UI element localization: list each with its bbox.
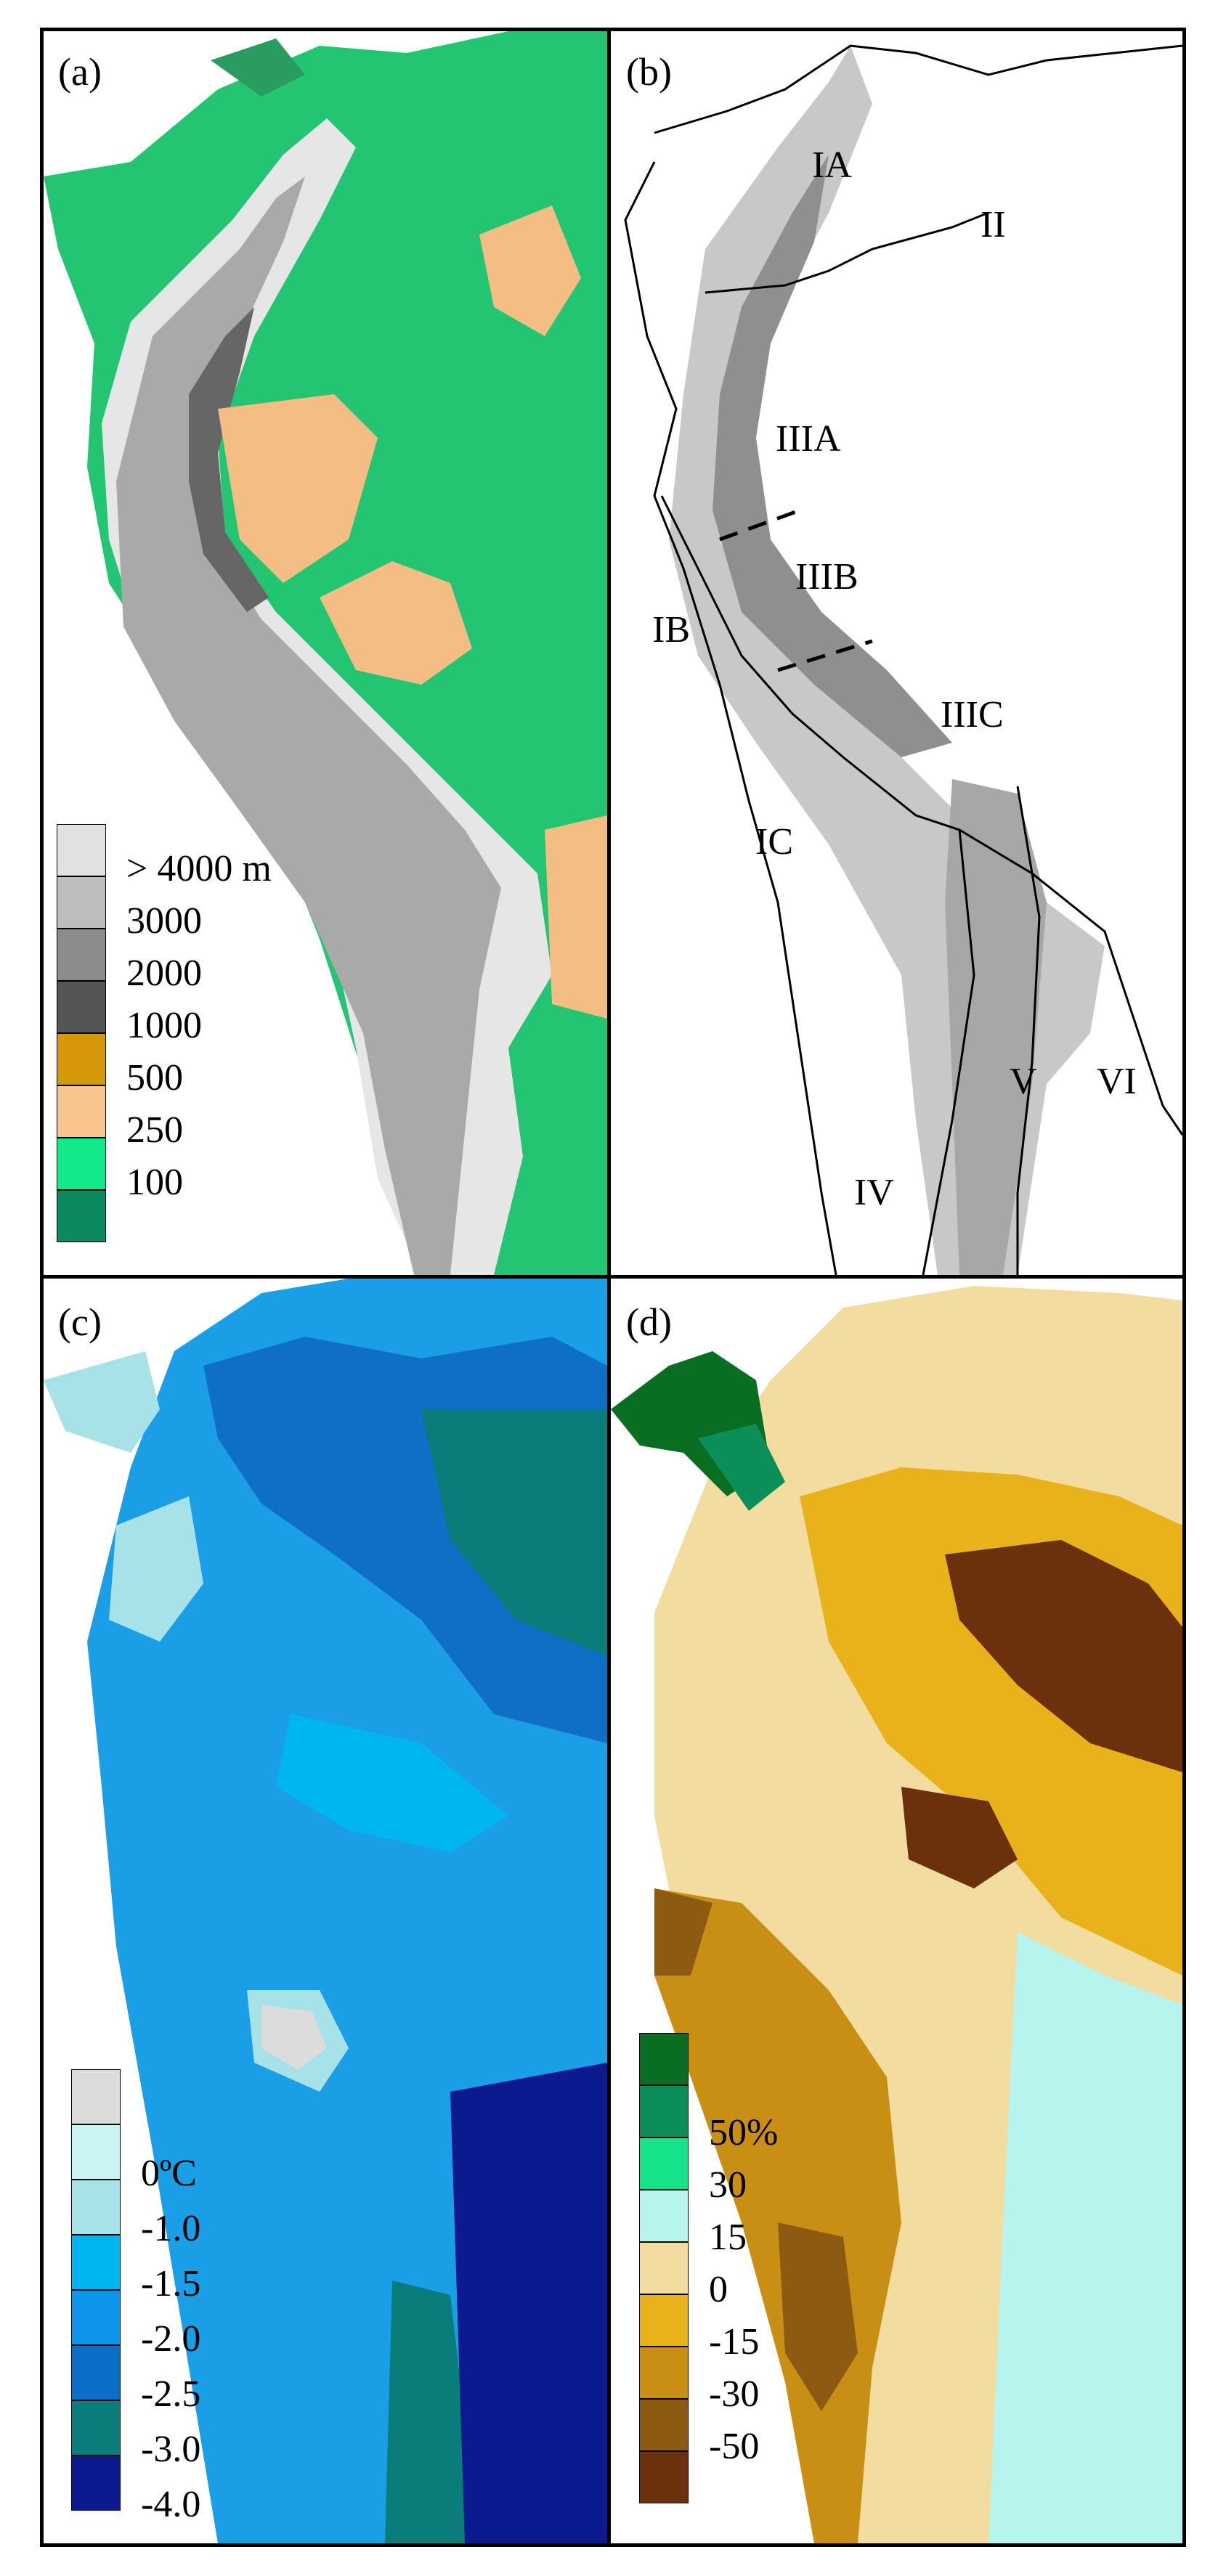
legend-label: -2.5 xyxy=(141,2373,201,2415)
legend-label: -1.0 xyxy=(141,2207,201,2249)
legend-swatch xyxy=(57,1190,106,1242)
legend-swatch xyxy=(57,981,106,1033)
legend-swatch xyxy=(57,1138,106,1190)
legend-swatch xyxy=(639,2451,689,2503)
legend-label: 2000 xyxy=(126,953,202,994)
legend-swatch xyxy=(71,2124,121,2180)
legend-swatch xyxy=(57,876,106,929)
legend-label: -1.5 xyxy=(141,2262,201,2304)
elevation-map xyxy=(44,31,607,1275)
panel-a-label: (a) xyxy=(58,50,102,94)
region-label-VI: VI xyxy=(1097,1061,1137,1102)
region-label-IC: IC xyxy=(755,821,793,863)
region-label-V: V xyxy=(1010,1061,1037,1102)
legend-label: 500 xyxy=(126,1057,183,1099)
legend-label: 30 xyxy=(709,2164,747,2206)
legend-label: -2.0 xyxy=(141,2318,201,2360)
region-label-IA: IA xyxy=(812,144,852,186)
legend-label: 15 xyxy=(709,2216,747,2258)
legend-label: -3.0 xyxy=(141,2428,201,2470)
legend-swatch xyxy=(57,1033,106,1085)
legend-label: 0ºC xyxy=(141,2152,197,2194)
legend-label: 0 xyxy=(709,2268,728,2310)
legend-label: -4.0 xyxy=(141,2483,201,2525)
panel-d-label: (d) xyxy=(626,1300,672,1344)
legend-label: -50 xyxy=(709,2425,760,2467)
legend-label: 100 xyxy=(126,1162,183,1203)
panel-c-label: (c) xyxy=(58,1300,102,1344)
legend-label: 250 xyxy=(126,1109,183,1151)
region-label-IIIB: IIIB xyxy=(795,556,858,598)
legend-swatch xyxy=(57,929,106,981)
legend-swatch xyxy=(71,2069,121,2124)
legend-label: 1000 xyxy=(126,1005,202,1046)
legend-swatch xyxy=(71,2400,121,2455)
legend-label: > 4000 m xyxy=(126,848,272,889)
legend-swatch xyxy=(639,2190,689,2242)
legend-label: 3000 xyxy=(126,900,202,942)
temperature-legend: 0ºC -1.0 -1.5 -2.0 -2.5 -3.0 -4.0 xyxy=(71,2069,318,2523)
panel-c-temperature-map xyxy=(44,1279,607,2543)
region-label-IB: IB xyxy=(652,609,690,651)
legend-swatch xyxy=(71,2235,121,2290)
legend-label: 50% xyxy=(709,2111,779,2153)
region-label-IIIA: IIIA xyxy=(776,418,841,460)
panel-b-label: (b) xyxy=(626,50,672,94)
legend-swatch xyxy=(57,1085,106,1138)
vertical-divider xyxy=(607,28,611,2547)
legend-swatch xyxy=(639,2399,689,2451)
regions-map xyxy=(611,31,1182,1275)
legend-swatch xyxy=(57,824,106,876)
horizontal-divider xyxy=(40,1275,1186,1279)
precipitation-legend: 50% 30 15 0 -15 -30 -50 xyxy=(639,2033,886,2512)
legend-swatch xyxy=(71,2180,121,2235)
legend-swatch xyxy=(639,2085,689,2137)
region-label-IIIC: IIIC xyxy=(941,694,1004,735)
legend-swatch xyxy=(639,2137,689,2190)
legend-swatch xyxy=(639,2242,689,2294)
panel-b-regions-map xyxy=(611,31,1182,1275)
elevation-legend: > 4000 m 3000 2000 1000 500 250 100 xyxy=(57,824,362,1260)
legend-swatch xyxy=(71,2290,121,2345)
legend-swatch xyxy=(71,2455,121,2511)
precipitation-map xyxy=(611,1279,1182,2543)
panel-a-elevation-map xyxy=(44,31,607,1275)
legend-swatch xyxy=(639,2294,689,2347)
region-label-II: II xyxy=(981,204,1006,245)
legend-swatch xyxy=(71,2345,121,2400)
legend-label: -15 xyxy=(709,2320,760,2363)
legend-swatch xyxy=(639,2347,689,2399)
temperature-map xyxy=(44,1279,607,2543)
legend-label: -30 xyxy=(709,2373,760,2415)
region-label-IV: IV xyxy=(854,1172,894,1213)
panel-d-precipitation-map xyxy=(611,1279,1182,2543)
legend-swatch xyxy=(639,2033,689,2085)
